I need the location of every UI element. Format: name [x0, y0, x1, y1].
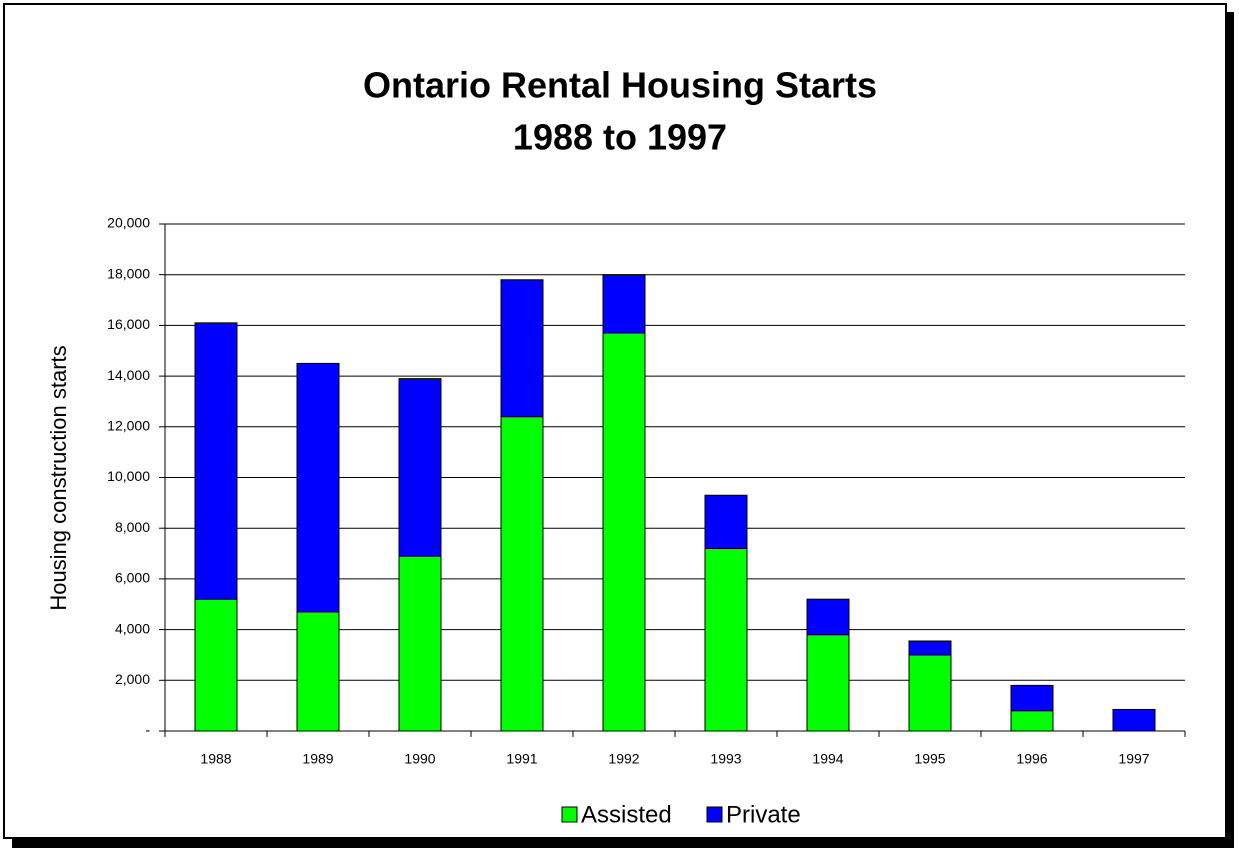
y-tick-label: 14,000 [107, 367, 150, 383]
x-tick-label: 1995 [914, 751, 945, 767]
y-tick-label: 2,000 [115, 671, 150, 687]
legend-label: Private [726, 801, 801, 828]
chart-subtitle: 1988 to 1997 [513, 117, 727, 158]
legend-label: Assisted [581, 801, 672, 828]
bar-segment [806, 598, 850, 636]
bar-segment [398, 378, 442, 557]
bar-segment [1010, 684, 1054, 712]
x-tick-label: 1996 [1016, 751, 1047, 767]
bar-segment [1112, 708, 1156, 732]
y-tick-label: 20,000 [107, 215, 150, 231]
y-axis-label: Housing construction starts [46, 345, 71, 610]
bar-segment [704, 494, 748, 549]
legend-swatch [706, 806, 723, 823]
x-tick-label: 1993 [710, 751, 741, 767]
y-tick-label: 6,000 [115, 570, 150, 586]
chart-title: Ontario Rental Housing Starts [363, 65, 877, 106]
x-tick-label: 1989 [302, 751, 333, 767]
bar-segment [500, 279, 544, 418]
x-tick-label: 1997 [1118, 751, 1149, 767]
bar-segment [194, 598, 238, 732]
bar-segment [908, 640, 952, 656]
bar-segment [296, 611, 340, 732]
bar-segment [500, 416, 544, 732]
x-tick-label: 1991 [506, 751, 537, 767]
bar-segment [704, 547, 748, 732]
x-tick-label: 1994 [812, 751, 843, 767]
bar-segment [296, 362, 340, 613]
x-tick-label: 1992 [608, 751, 639, 767]
y-tick-label: 4,000 [115, 620, 150, 636]
y-tick-label: 18,000 [107, 265, 150, 281]
x-tick-label: 1988 [200, 751, 231, 767]
bar-segment [602, 332, 646, 732]
legend-swatch [561, 806, 578, 823]
x-tick-label: 1990 [404, 751, 435, 767]
y-tick-label: 10,000 [107, 468, 150, 484]
bar-segment [602, 274, 646, 334]
bar-segment [1010, 710, 1054, 732]
y-tick-label: - [145, 722, 150, 738]
bar-segment [398, 555, 442, 732]
bar-segment [908, 654, 952, 732]
bar-segment [194, 322, 238, 600]
y-tick-label: 12,000 [107, 418, 150, 434]
y-tick-label: 8,000 [115, 519, 150, 535]
bar-segment [806, 634, 850, 732]
y-tick-label: 16,000 [107, 316, 150, 332]
